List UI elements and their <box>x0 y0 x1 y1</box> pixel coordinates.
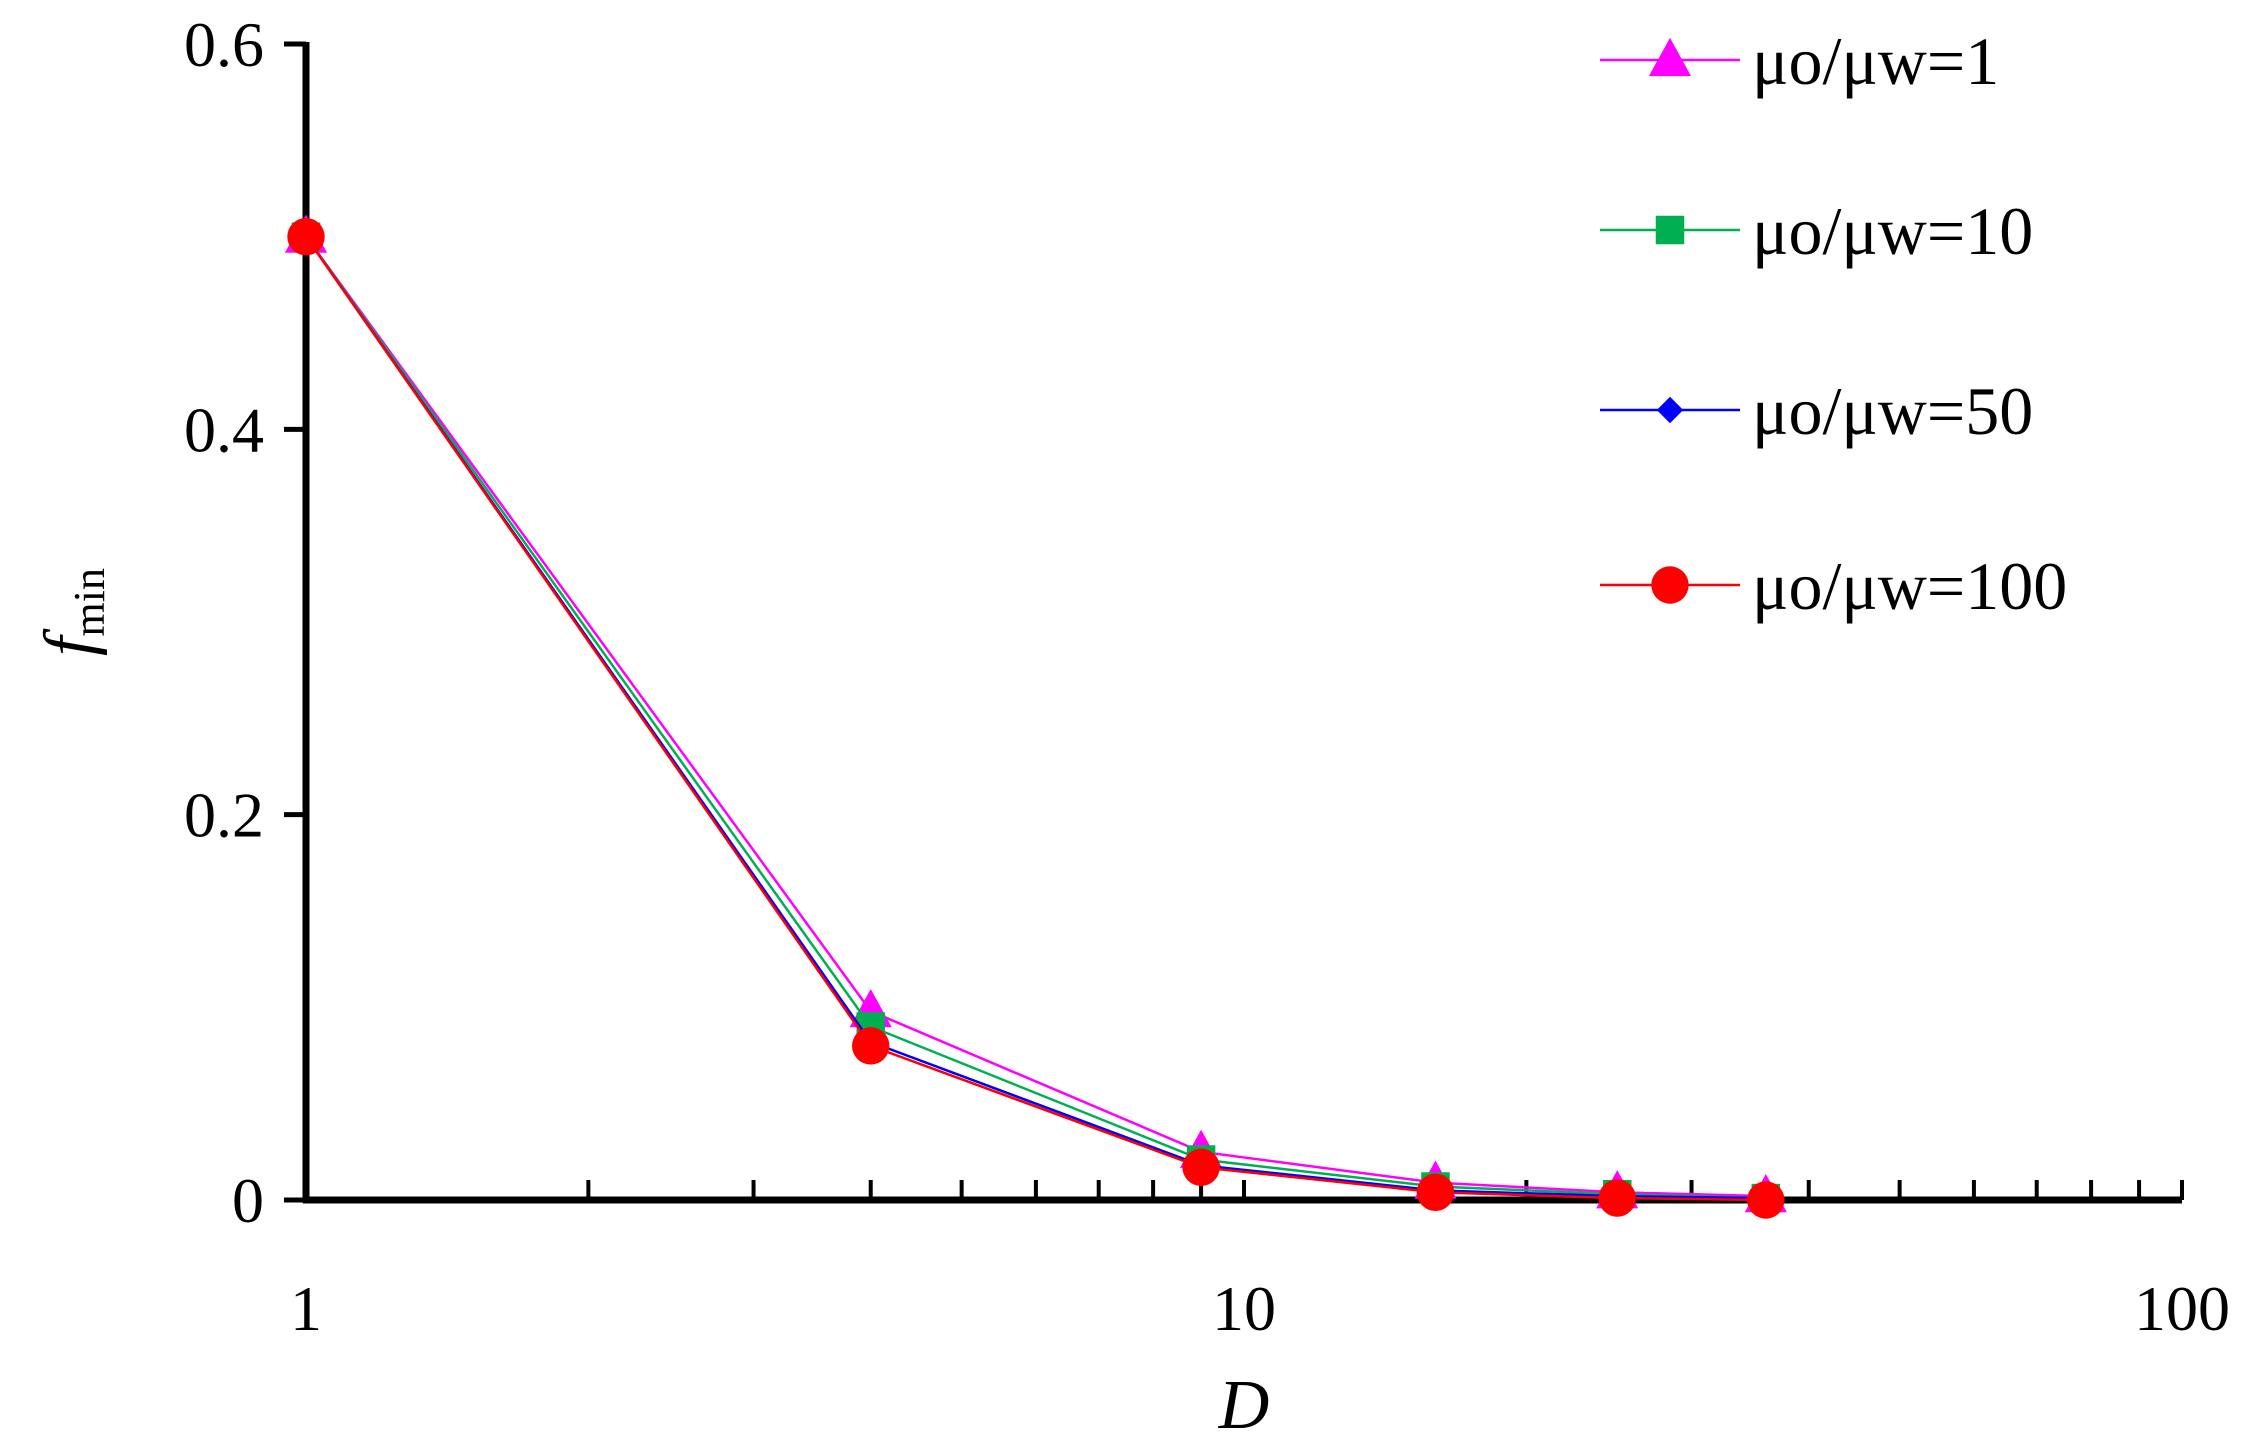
legend-item: μo/μw=10 <box>1600 193 2033 269</box>
x-tick-label: 10 <box>1212 1273 1276 1344</box>
y-tick-label: 0 <box>232 1165 264 1236</box>
series-group <box>291 222 1781 1213</box>
data-point <box>1598 1179 1636 1217</box>
data-point <box>852 1027 890 1065</box>
legend-marker <box>1648 37 1692 77</box>
legend-item: μo/μw=1 <box>1600 23 1999 99</box>
legend-label: μo/μw=10 <box>1752 193 2033 269</box>
legend-item: μo/μw=50 <box>1600 373 2033 449</box>
series <box>284 214 1787 1219</box>
x-tick-label: 100 <box>2134 1273 2230 1344</box>
series-line <box>304 235 1766 1198</box>
x-tick-label: 1 <box>290 1273 322 1344</box>
x-axis-title: D <box>1218 1367 1270 1444</box>
y-tick-label: 0.6 <box>184 9 264 80</box>
series-line <box>304 235 1766 1200</box>
axis-labels: D fmin <box>31 568 1269 1444</box>
series-group <box>287 217 1785 1219</box>
legend-label: μo/μw=50 <box>1752 373 2033 449</box>
legend-item: μo/μw=100 <box>1600 548 2067 624</box>
series-line <box>304 235 1766 1202</box>
y-axis-title: fmin <box>31 568 114 656</box>
data-point <box>287 217 325 256</box>
y-tick-label: 0.2 <box>184 780 264 851</box>
series-group <box>292 223 1780 1212</box>
data-point <box>1747 1181 1785 1219</box>
legend-label: μo/μw=100 <box>1752 548 2067 624</box>
y-axis-title-subscript: min <box>65 568 114 636</box>
legend-label: μo/μw=1 <box>1752 23 1999 99</box>
y-tick-label: 0.4 <box>184 394 264 465</box>
legend-marker <box>1656 396 1684 424</box>
data-point <box>1182 1148 1220 1186</box>
series-group <box>284 214 1787 1213</box>
ticks: 0 0.2 0.4 0.6 1 10 100 <box>184 9 2230 1344</box>
legend-marker <box>1651 566 1689 604</box>
legend-marker <box>1655 215 1685 245</box>
series-line <box>304 235 1766 1200</box>
legend: μo/μw=1 μo/μw=10 μo/μw=50 μo/μw=100 <box>1600 23 2067 624</box>
data-point <box>1416 1173 1455 1211</box>
